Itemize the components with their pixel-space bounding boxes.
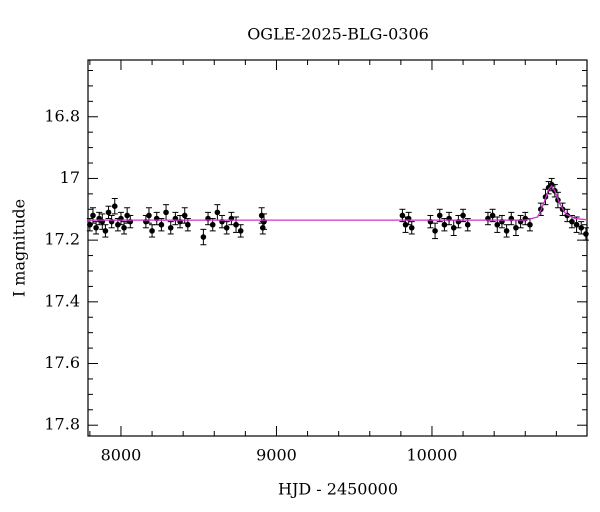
chart-title: OGLE-2025-BLG-0306 — [247, 25, 429, 44]
data-point — [181, 212, 188, 219]
data-point — [402, 221, 409, 228]
data-point — [513, 224, 519, 231]
data-point — [121, 224, 127, 231]
data-point — [450, 224, 457, 231]
data-point — [583, 231, 589, 237]
data-point — [527, 221, 533, 228]
data-point — [237, 228, 244, 234]
x-tick-label: 10000 — [407, 446, 458, 465]
data-point — [408, 224, 415, 231]
y-tick-label: 17 — [60, 168, 80, 187]
y-tick-label: 17.2 — [44, 230, 80, 249]
data-point — [436, 212, 443, 219]
data-point — [185, 221, 191, 228]
x-tick-label: 9000 — [256, 446, 297, 465]
x-axis-label: HJD - 2450000 — [278, 480, 398, 499]
data-point — [233, 221, 239, 228]
y-tick-label: 17.4 — [44, 291, 80, 310]
data-point — [111, 203, 118, 210]
model-curve — [88, 185, 588, 221]
data-point — [214, 209, 221, 216]
data-point — [223, 224, 230, 231]
data-point — [503, 228, 510, 234]
data-point — [464, 221, 471, 228]
y-tick-label: 17.8 — [44, 415, 80, 434]
data-point — [149, 228, 155, 234]
data-point — [102, 228, 109, 234]
y-tick-label: 17.6 — [44, 353, 80, 372]
x-tick-label: 8000 — [101, 446, 142, 465]
y-tick-label: 16.8 — [44, 106, 80, 125]
data-point — [494, 221, 501, 228]
data-point — [209, 221, 216, 228]
data-point — [93, 224, 99, 231]
data-point — [163, 209, 169, 216]
data-point — [548, 181, 555, 188]
data-point — [441, 221, 448, 228]
data-point — [200, 234, 207, 240]
data-point — [569, 218, 575, 225]
data-point — [90, 212, 96, 219]
data-point — [146, 212, 152, 219]
data-point — [489, 212, 496, 219]
data-point — [115, 221, 121, 228]
data-point — [124, 212, 130, 219]
data-point — [432, 228, 438, 234]
data-point — [158, 221, 165, 228]
y-axis-label: I magnitude — [10, 199, 29, 297]
data-point — [460, 212, 466, 219]
data-point — [105, 209, 112, 216]
data-point — [573, 221, 580, 228]
data-point — [578, 224, 585, 231]
plot-frame — [87, 59, 588, 437]
data-point — [167, 224, 174, 231]
